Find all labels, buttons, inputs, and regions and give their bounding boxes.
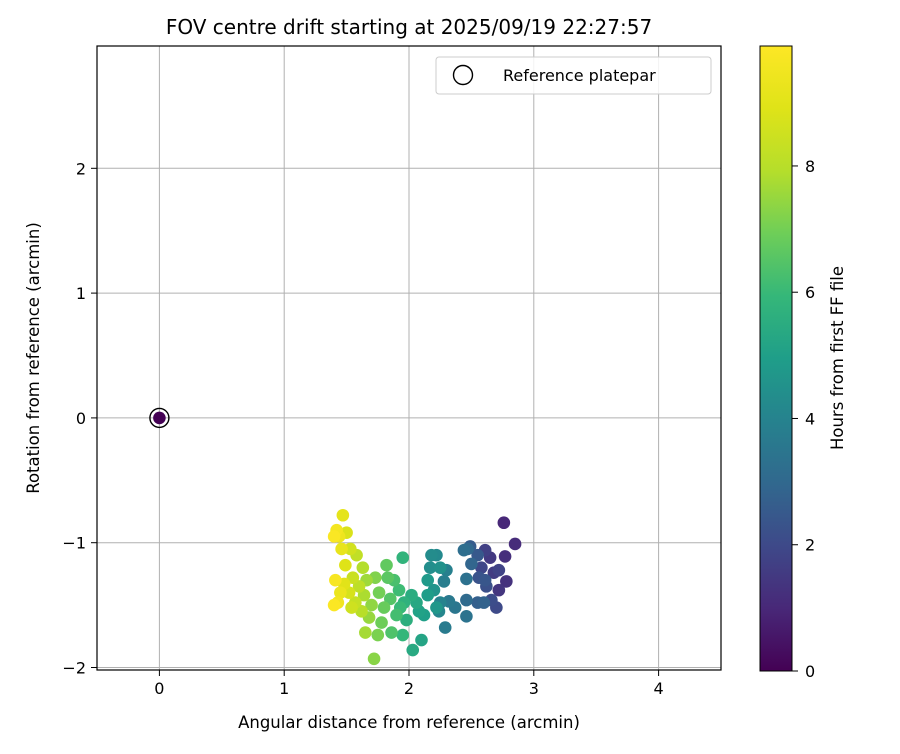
data-point-58: [377, 601, 391, 614]
colorbar-tick-label-2: 4: [805, 409, 815, 428]
data-points: [327, 508, 522, 666]
data-point-38: [421, 573, 435, 587]
colorbar-gradient: [759, 45, 793, 672]
data-point-28: [437, 575, 451, 588]
data-point-37: [430, 601, 443, 614]
reference-point-ring: [149, 407, 170, 429]
data-point-34: [423, 561, 437, 574]
y-tick-label-3: 1: [76, 284, 86, 303]
data-point-27: [438, 621, 452, 634]
data-point-69: [356, 561, 370, 574]
data-point-56: [381, 571, 395, 584]
colorbar-tick-label-4: 8: [805, 157, 815, 176]
colorbar-tick-label-1: 2: [805, 536, 815, 555]
colorbar-tick-label-0: 0: [805, 662, 815, 681]
data-point-1: [508, 537, 522, 551]
x-tick-label-4: 4: [654, 679, 664, 698]
data-point-82: [335, 542, 348, 556]
data-point-61: [371, 628, 385, 642]
data-point-74: [346, 571, 360, 584]
data-point-51: [392, 583, 406, 597]
x-tick-label-3: 3: [529, 679, 539, 698]
data-point-88: [327, 530, 341, 543]
data-point-15: [471, 548, 484, 562]
x-tick-label-1: 1: [279, 679, 289, 698]
data-point-71: [352, 580, 366, 593]
data-point-87: [329, 573, 342, 587]
colorbar-ticks: 0 2 4 6 8: [792, 157, 815, 681]
data-point-49: [396, 628, 410, 642]
reference-point-marker: [149, 407, 170, 429]
y-tick-label-2: 0: [76, 409, 86, 428]
data-point-33: [425, 548, 438, 562]
colorbar: 0 2 4 6 8 Hours from first FF file: [759, 45, 847, 681]
colorbar-label: Hours from first FF file: [828, 266, 847, 450]
data-point-89: [327, 598, 341, 612]
reference-point-fill: [153, 411, 166, 425]
data-point-55: [383, 592, 397, 606]
legend: Reference platepar: [435, 56, 712, 95]
y-axis-label: Rotation from reference (arcmin): [24, 222, 43, 494]
data-point-70: [355, 605, 368, 618]
data-point-8: [492, 563, 506, 577]
data-point-64: [365, 598, 378, 612]
data-point-44: [406, 643, 420, 657]
y-axis-ticks: −2 −1 0 1 2: [62, 159, 97, 678]
x-tick-label-2: 2: [404, 679, 414, 698]
data-point-35: [433, 561, 447, 574]
data-point-18: [477, 596, 491, 609]
data-point-24: [460, 610, 473, 623]
data-point-19: [465, 557, 478, 571]
data-point-54: [385, 626, 398, 639]
data-point-4: [492, 583, 506, 597]
y-tick-label-1: −1: [62, 534, 86, 553]
data-point-52: [390, 608, 403, 622]
data-point-2: [498, 550, 512, 563]
data-point-75: [345, 601, 358, 614]
data-point-22: [457, 543, 471, 557]
data-point-14: [478, 573, 492, 587]
data-point-60: [372, 586, 386, 599]
data-point-46: [400, 613, 413, 627]
data-point-57: [380, 558, 393, 572]
data-point-79: [339, 558, 352, 572]
data-point-59: [375, 616, 388, 629]
data-point-81: [336, 508, 350, 522]
data-point-0: [497, 516, 511, 530]
y-tick-label-0: −2: [62, 659, 86, 678]
data-point-67: [359, 626, 372, 639]
colorbar-tick-label-3: 6: [805, 283, 815, 302]
data-point-21: [460, 593, 473, 607]
data-point-23: [460, 572, 473, 586]
data-point-42: [415, 633, 428, 647]
data-point-9: [475, 561, 488, 574]
data-point-63: [367, 652, 381, 666]
x-axis-label: Angular distance from reference (arcmin): [238, 713, 580, 732]
legend-marker-icon: [452, 64, 474, 86]
chart-title: FOV centre drift starting at 2025/09/19 …: [166, 15, 652, 39]
data-point-48: [396, 551, 410, 564]
grid-lines: [97, 46, 721, 670]
x-axis-ticks: 0 1 2 3 4: [154, 670, 664, 698]
legend-entry-reference-platepar: Reference platepar: [503, 66, 656, 85]
y-tick-label-4: 2: [76, 159, 86, 178]
data-point-3: [500, 575, 513, 588]
x-tick-label-0: 0: [154, 679, 164, 698]
data-point-39: [421, 588, 435, 602]
data-point-83: [334, 586, 347, 599]
data-point-76: [344, 542, 357, 556]
legend-box: [435, 56, 712, 95]
